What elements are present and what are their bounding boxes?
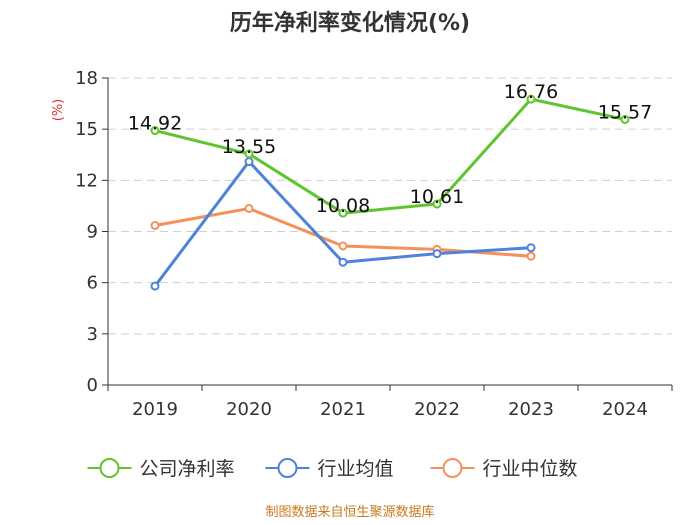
data-point[interactable]	[526, 94, 536, 104]
data-label: 15.57	[598, 101, 652, 123]
source-note: 制图数据来自恒生聚源数据库	[265, 504, 434, 520]
y-tick-label: 0	[87, 375, 98, 396]
data-point[interactable]	[338, 241, 348, 251]
legend-label[interactable]: 公司净利率	[140, 458, 235, 480]
data-label: 10.61	[410, 186, 464, 208]
data-point[interactable]	[526, 251, 536, 261]
data-point[interactable]	[150, 281, 160, 291]
series-layer	[150, 94, 630, 291]
data-point[interactable]	[338, 208, 348, 218]
data-label: 16.76	[504, 81, 558, 103]
y-tick-label: 9	[87, 222, 98, 243]
legend[interactable]: 公司净利率 行业均值 行业中位数	[87, 458, 578, 480]
legend-marker	[277, 458, 298, 478]
data-point[interactable]	[526, 243, 536, 253]
data-labels: 14.92 13.55 10.08 10.61 16.76 15.57	[128, 81, 652, 217]
series-line	[154, 97, 626, 215]
x-tick-label: 2022	[414, 399, 460, 420]
x-tick-label: 2024	[602, 399, 648, 420]
x-tick-label: 2023	[508, 399, 554, 420]
legend-marker	[99, 458, 120, 478]
x-tick-label: 2021	[320, 399, 366, 420]
legend-label[interactable]: 行业中位数	[483, 458, 578, 480]
data-point[interactable]	[244, 203, 254, 213]
legend-marker	[442, 458, 463, 478]
chart-title: 历年净利率变化情况(%)	[230, 10, 470, 36]
data-point[interactable]	[432, 199, 442, 209]
data-point[interactable]	[244, 149, 254, 159]
x-tick-label: 2019	[132, 399, 178, 420]
x-tick-label: 2020	[226, 399, 272, 420]
data-point[interactable]	[620, 114, 630, 124]
y-tick-label: 18	[75, 68, 98, 89]
data-label: 14.92	[128, 113, 182, 135]
data-label: 13.55	[222, 136, 276, 158]
data-point[interactable]	[150, 221, 160, 231]
y-tick-label: 3	[87, 324, 98, 345]
y-tick-label: 12	[75, 170, 98, 191]
legend-label[interactable]: 行业均值	[318, 458, 394, 480]
y-tick-label: 6	[87, 273, 98, 294]
data-point[interactable]	[244, 157, 254, 167]
data-point[interactable]	[150, 126, 160, 136]
grid-lines	[108, 77, 672, 335]
data-point[interactable]	[338, 257, 348, 267]
data-label: 10.08	[316, 195, 370, 217]
y-axis-label: (%)	[51, 99, 66, 122]
y-tick-label: 15	[75, 119, 98, 140]
axes: 0 3 6 9 12 15 18 2019 2020 2021 2022 2023 2024	[75, 68, 673, 420]
data-point[interactable]	[432, 249, 442, 259]
